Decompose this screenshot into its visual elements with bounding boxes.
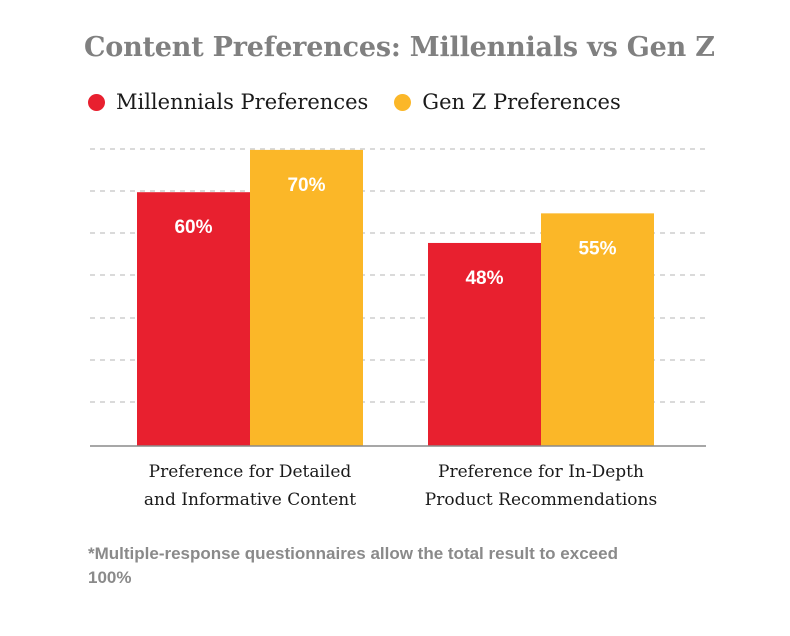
x-tick-label-1-1: Product Recommendations: [425, 490, 657, 510]
x-tick-label-0-0: Preference for Detailed: [149, 462, 352, 482]
legend-item-genz: Gen Z Preferences: [394, 90, 621, 114]
x-tick-label-1-0: Preference for In-Depth: [438, 462, 644, 482]
data-label-millennials-1: 48%: [465, 268, 503, 289]
bar-millennials-0: [137, 192, 250, 446]
bar-millennials-1: [428, 242, 541, 446]
chart-title: Content Preferences: Millennials vs Gen …: [84, 32, 715, 63]
footnote: *Multiple-response questionnaires allow …: [88, 544, 618, 587]
data-label-millennials-0: 60%: [174, 217, 212, 238]
legend: Millennials Preferences Gen Z Preference…: [88, 90, 647, 114]
legend-item-millennials: Millennials Preferences: [88, 90, 368, 114]
legend-swatch-millennials: [88, 93, 105, 111]
legend-swatch-genz: [394, 93, 412, 111]
legend-label-millennials: Millennials Preferences: [116, 90, 369, 114]
x-tick-label-0-1: and Informative Content: [144, 490, 356, 510]
data-label-genz-1: 55%: [578, 238, 616, 259]
data-label-genz-0: 70%: [287, 175, 325, 196]
bar-genz-1: [541, 213, 654, 446]
bar-genz-0: [250, 149, 363, 446]
legend-label-genz: Gen Z Preferences: [422, 90, 621, 114]
